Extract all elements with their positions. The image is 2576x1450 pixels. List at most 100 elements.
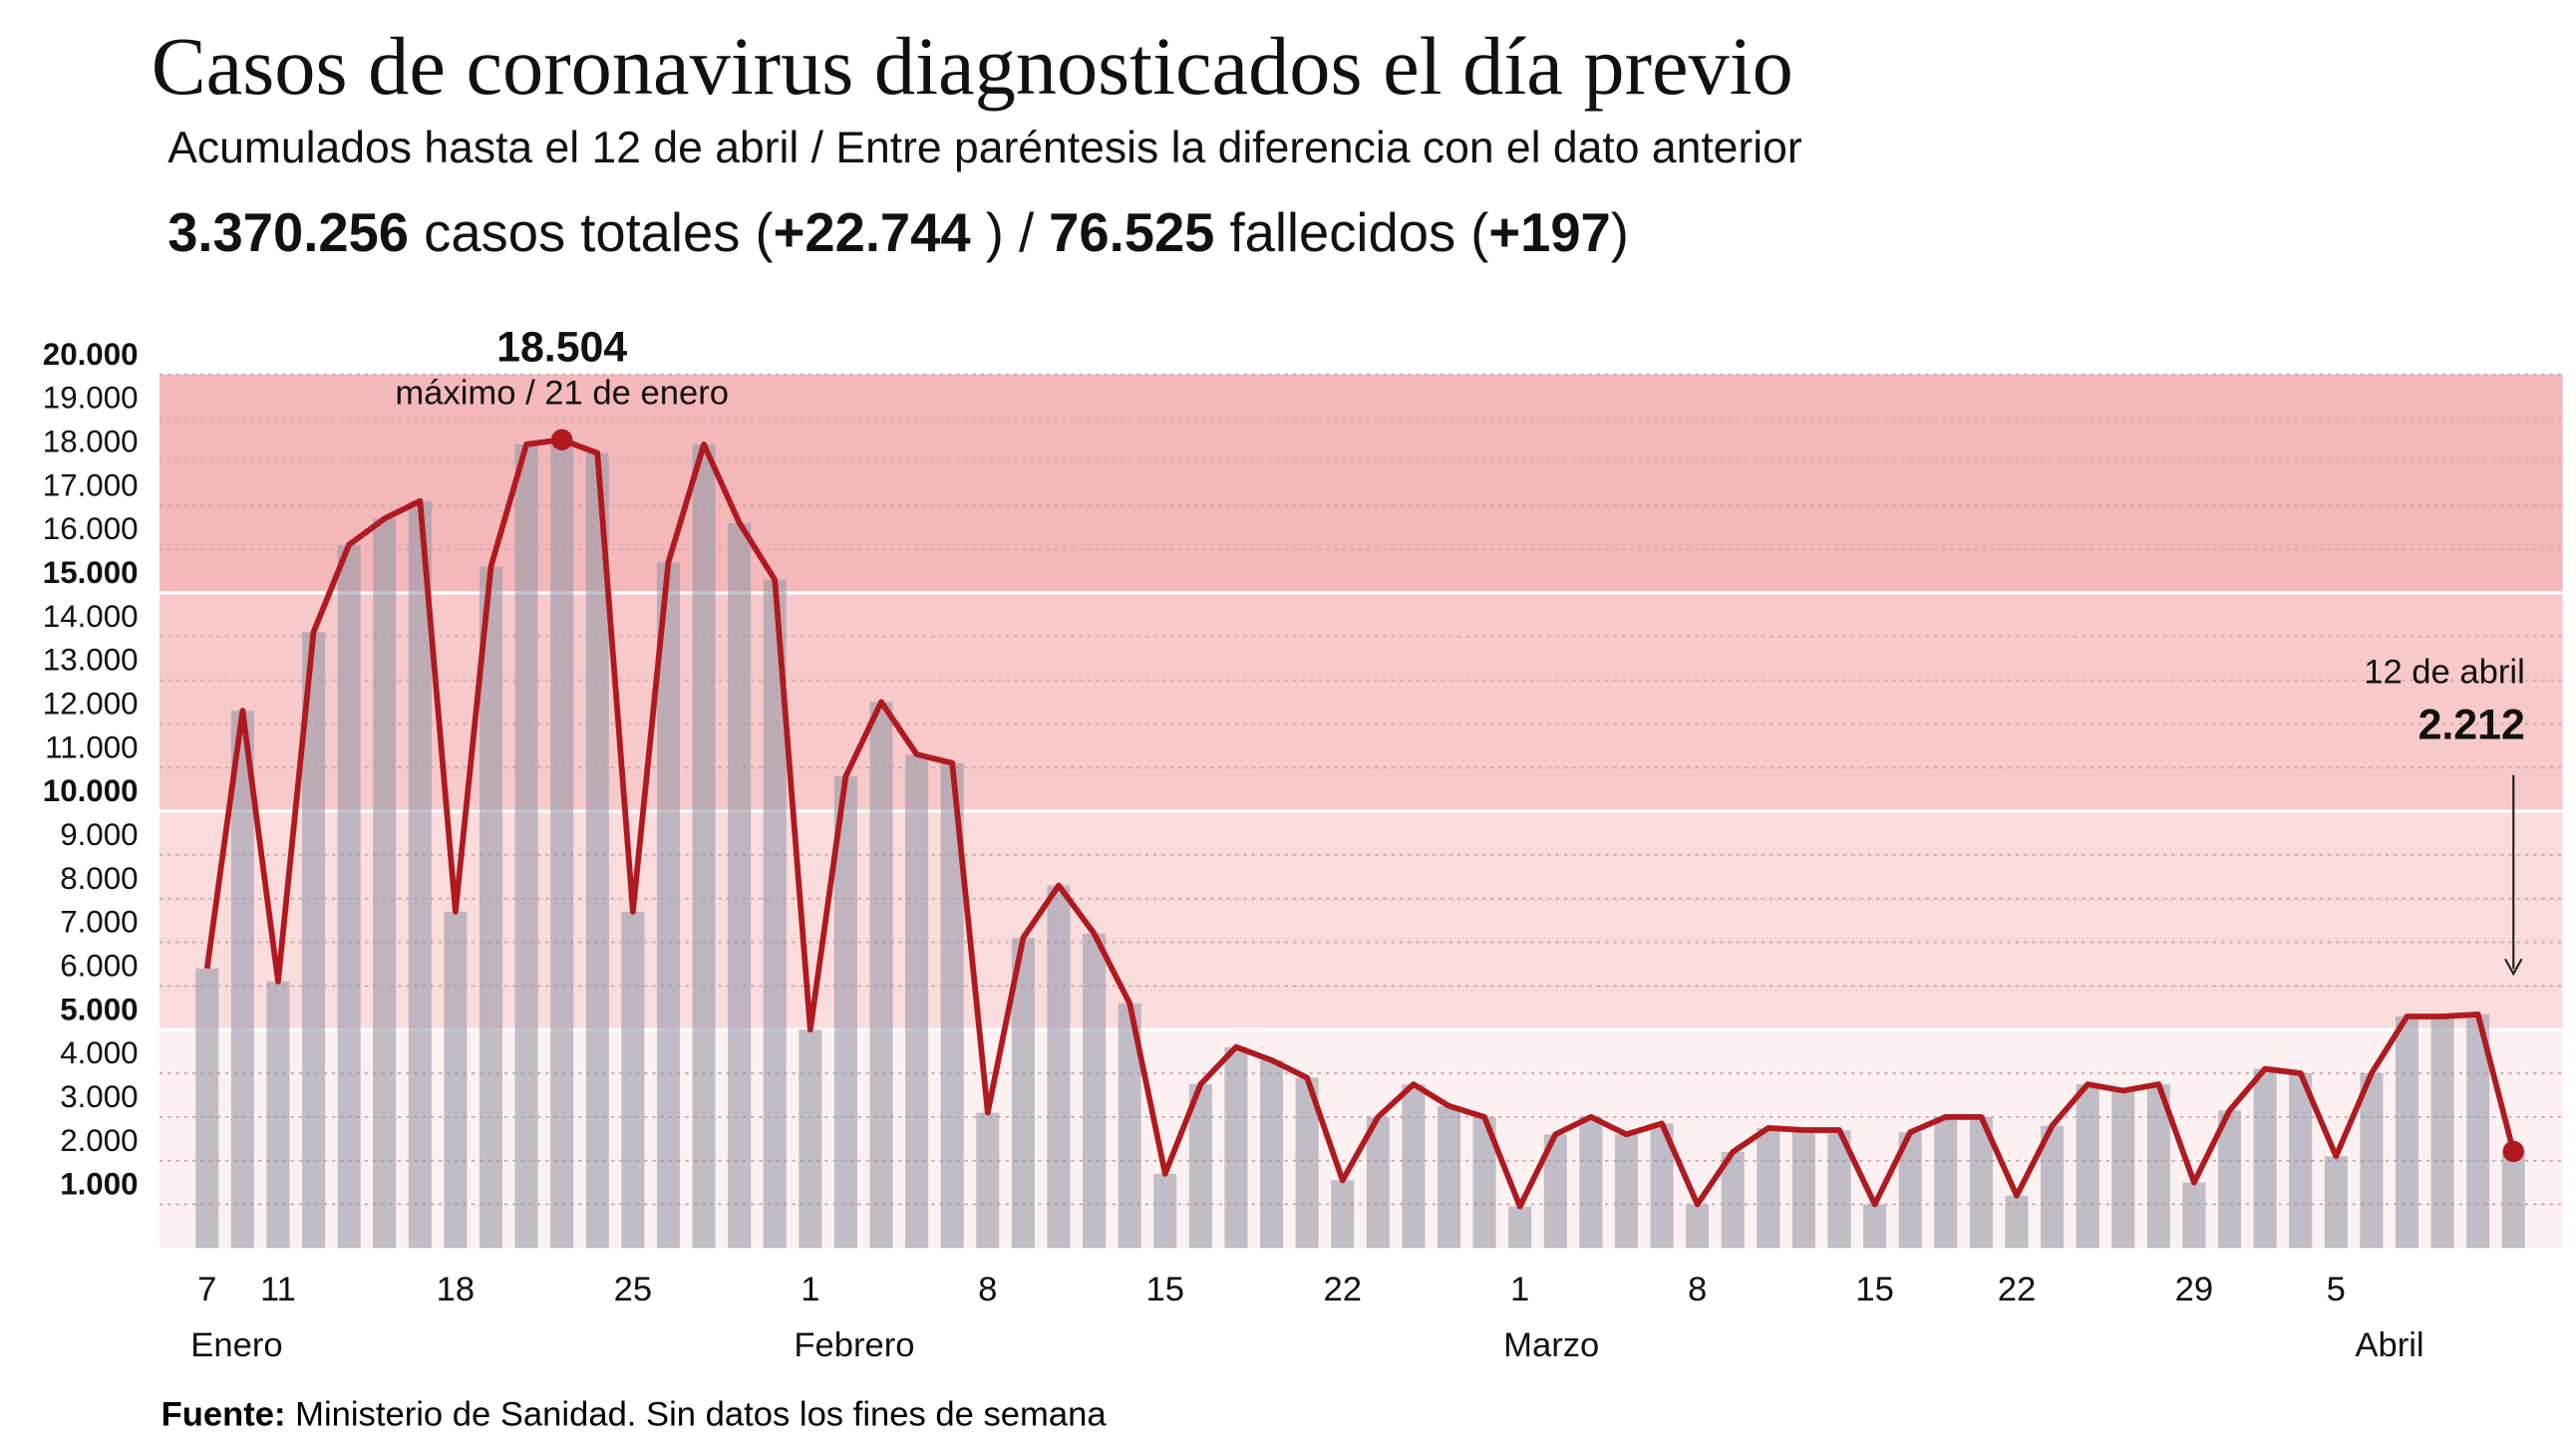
annotation: 12 de abril — [2364, 653, 2525, 691]
y-tick-label: 16.000 — [43, 511, 139, 546]
bar — [1508, 1206, 1532, 1249]
bar — [1011, 938, 1035, 1249]
bar — [1686, 1204, 1710, 1249]
bar — [1366, 1116, 1390, 1249]
bar — [195, 968, 219, 1249]
y-tick-label: 4.000 — [60, 1035, 138, 1070]
bar — [1472, 1116, 1496, 1249]
x-tick-label: 15 — [1146, 1271, 1184, 1308]
y-tick-label: 6.000 — [60, 948, 138, 983]
bar — [2217, 1110, 2242, 1249]
y-tick-label: 10.000 — [43, 773, 139, 808]
bar — [1188, 1083, 1212, 1249]
bar — [1863, 1204, 1887, 1249]
bar — [337, 544, 361, 1249]
y-tick-label: 14.000 — [43, 599, 139, 634]
x-group-label: Febrero — [794, 1326, 914, 1364]
x-tick-label: 25 — [614, 1271, 652, 1308]
bar — [2253, 1068, 2277, 1249]
text-segment: Ministerio de Sanidad. Sin datos los fin… — [286, 1395, 1108, 1433]
y-tick-label: 1.000 — [60, 1167, 138, 1202]
bar — [1543, 1134, 1567, 1249]
x-tick-label: 22 — [1998, 1271, 2036, 1308]
value-label: 2.212 — [2418, 702, 2525, 749]
y-tick-label: 3.000 — [60, 1079, 138, 1114]
x-group-label: Marzo — [1503, 1326, 1599, 1364]
bar — [2395, 1016, 2419, 1249]
bar — [1934, 1116, 1958, 1249]
bar — [621, 911, 645, 1249]
bar — [2182, 1182, 2206, 1249]
bar — [2289, 1072, 2313, 1249]
line — [203, 436, 2517, 1210]
bar — [1757, 1127, 1780, 1249]
x-tick-label: 7 — [197, 1271, 216, 1308]
bar — [1224, 1046, 1248, 1249]
x-tick-label: 8 — [978, 1271, 997, 1308]
bar — [1047, 885, 1071, 1249]
bar — [869, 702, 893, 1249]
y-tick-label: 11.000 — [45, 729, 138, 764]
bar — [2466, 1014, 2490, 1249]
bar — [1118, 1003, 1141, 1249]
bar — [1579, 1116, 1603, 1249]
text-segment: +22.744 — [774, 202, 971, 263]
bar — [1331, 1180, 1355, 1249]
bar — [940, 762, 964, 1249]
y-tick-label: 9.000 — [60, 817, 138, 852]
text-segment: Fuente: — [161, 1395, 286, 1433]
value-label: 18.504 — [496, 324, 627, 372]
x-tick-label: 1 — [1510, 1271, 1529, 1308]
bar — [373, 518, 397, 1249]
y-tick-label: 13.000 — [43, 643, 139, 678]
bar — [2501, 1151, 2525, 1249]
arrow-head — [2504, 958, 2523, 977]
x-tick-label: 1 — [801, 1271, 819, 1308]
bar — [1650, 1123, 1674, 1249]
text-segment: casos totales ( — [409, 202, 774, 263]
highlight-dot — [2502, 1140, 2524, 1163]
x-tick-label: 8 — [1688, 1271, 1707, 1308]
x-tick-label: 22 — [1323, 1271, 1361, 1308]
x-tick-label: 11 — [260, 1271, 296, 1308]
y-tick-label: 5.000 — [60, 992, 138, 1026]
bar — [2076, 1083, 2099, 1249]
x-tick-label: 18 — [437, 1271, 475, 1308]
y-tick-label: 19.000 — [43, 381, 139, 416]
bar — [2430, 1016, 2454, 1249]
y-tick-label: 8.000 — [60, 861, 138, 896]
bar — [728, 522, 752, 1249]
bar — [1614, 1134, 1638, 1249]
bar — [799, 1029, 822, 1249]
annotation: máximo / 21 de enero — [395, 374, 729, 412]
bar — [2041, 1125, 2065, 1249]
bar — [585, 452, 609, 1249]
bar — [1083, 933, 1107, 1249]
summary: 3.370.256 casos totales (+22.744 ) / 76.… — [167, 202, 1629, 263]
y-tick-label: 15.000 — [43, 555, 139, 590]
bar — [2111, 1090, 2135, 1249]
bar — [2360, 1072, 2384, 1249]
text-segment: ) / — [971, 202, 1050, 263]
text-segment: +197 — [1488, 202, 1610, 263]
bar — [1898, 1132, 1922, 1249]
bar — [905, 754, 929, 1249]
bar — [408, 500, 432, 1249]
source: Fuente: Ministerio de Sanidad. Sin datos… — [161, 1395, 1108, 1433]
text-segment: fallecidos ( — [1214, 202, 1488, 263]
bar — [479, 566, 503, 1249]
highlight-dot — [550, 429, 573, 450]
bar — [1259, 1059, 1284, 1249]
bar — [2005, 1195, 2029, 1249]
y-tick-label: 12.000 — [43, 686, 139, 721]
text-segment: 3.370.256 — [167, 202, 409, 263]
bar — [763, 579, 787, 1249]
bar — [1295, 1077, 1319, 1249]
bar — [2146, 1083, 2170, 1249]
x-group-label: Abril — [2355, 1326, 2423, 1364]
text-segment: ) — [1611, 202, 1629, 263]
bar — [1437, 1105, 1461, 1249]
bar — [1153, 1173, 1177, 1249]
bar — [444, 911, 468, 1249]
